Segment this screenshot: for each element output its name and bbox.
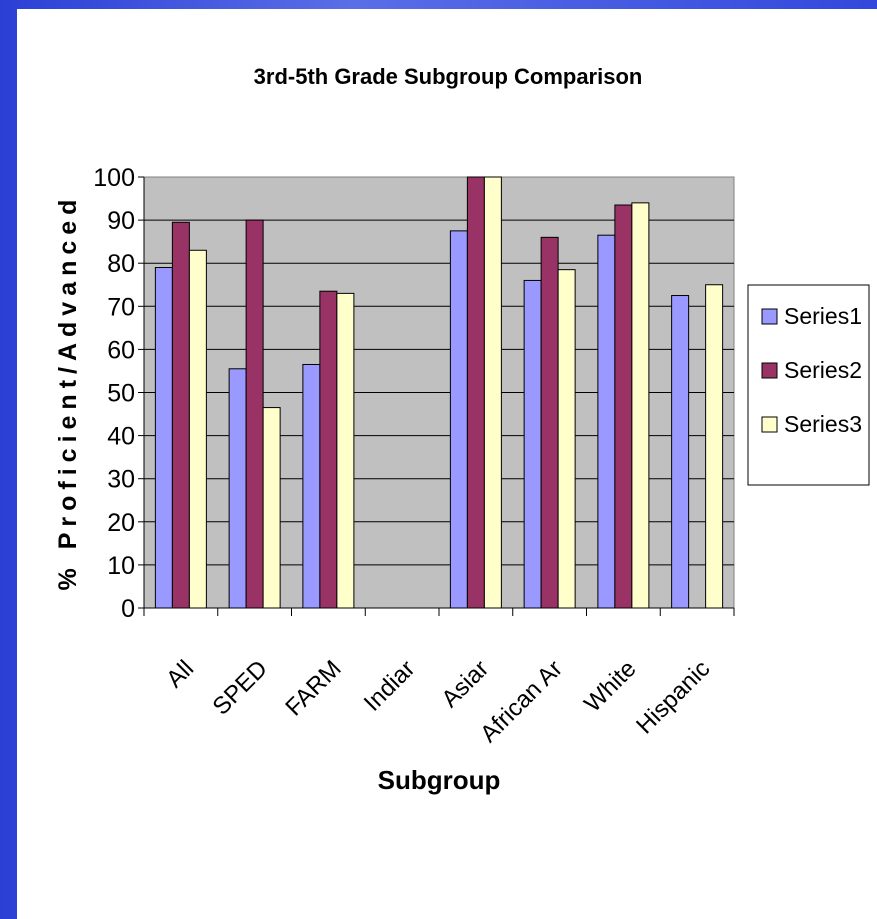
- y-tick-label: 80: [107, 250, 135, 278]
- bar-series2-farm: [319, 290, 338, 609]
- bar-series1-sped: [228, 368, 247, 609]
- legend: Series1 Series2 Series3: [747, 284, 870, 486]
- bar-series3-african-am: [557, 269, 576, 609]
- bar-series3-sped: [262, 407, 281, 609]
- x-axis-title: Subgroup: [378, 765, 501, 795]
- bar-series3-all: [188, 249, 207, 609]
- legend-label: Series2: [784, 357, 862, 383]
- legend-swatch: [761, 416, 778, 433]
- y-tick-label: 0: [121, 595, 135, 623]
- legend-label: Series1: [784, 303, 862, 329]
- bar-series2-sped: [245, 219, 264, 609]
- bar-series2-african-am: [540, 236, 559, 609]
- legend-label: Series3: [784, 411, 862, 437]
- y-tick-label: 70: [107, 293, 135, 321]
- y-tick-label: 10: [107, 552, 135, 580]
- bar-series2-all: [171, 221, 190, 609]
- legend-swatch: [761, 362, 778, 379]
- bar-series1-farm: [302, 363, 321, 609]
- bar-series1-african-am: [523, 279, 542, 609]
- bar-series2-white: [614, 204, 633, 609]
- y-tick-label: 60: [107, 336, 135, 364]
- bar-series1-hispanic: [671, 295, 690, 609]
- y-tick-label: 100: [93, 164, 135, 192]
- bar-series2-asian: [466, 176, 485, 609]
- bar-series1-white: [597, 234, 616, 609]
- bars: [154, 176, 724, 609]
- y-tick-label: 50: [107, 380, 135, 408]
- legend-swatch: [761, 308, 778, 325]
- bar-chart: 3rd-5th Grade Subgroup Comparison 0 10 20 3…: [17, 9, 877, 919]
- chart-title: 3rd-5th Grade Subgroup Comparison: [254, 64, 643, 89]
- bar-series1-asian: [449, 230, 468, 609]
- bar-series3-farm: [336, 292, 355, 609]
- y-tick-label: 90: [107, 207, 135, 235]
- bar-series3-asian: [483, 176, 502, 609]
- bar-series3-white: [631, 202, 650, 609]
- y-axis-ticks: 0 10 20 30 40 50 60 70 80 90 100: [93, 164, 145, 623]
- bar-series1-all: [154, 267, 173, 609]
- bar-series3-hispanic: [705, 284, 724, 609]
- y-tick-label: 20: [107, 509, 135, 537]
- y-tick-label: 30: [107, 466, 135, 494]
- y-tick-label: 40: [107, 423, 135, 451]
- y-axis-title: % Proficient/Advanced: [54, 194, 82, 591]
